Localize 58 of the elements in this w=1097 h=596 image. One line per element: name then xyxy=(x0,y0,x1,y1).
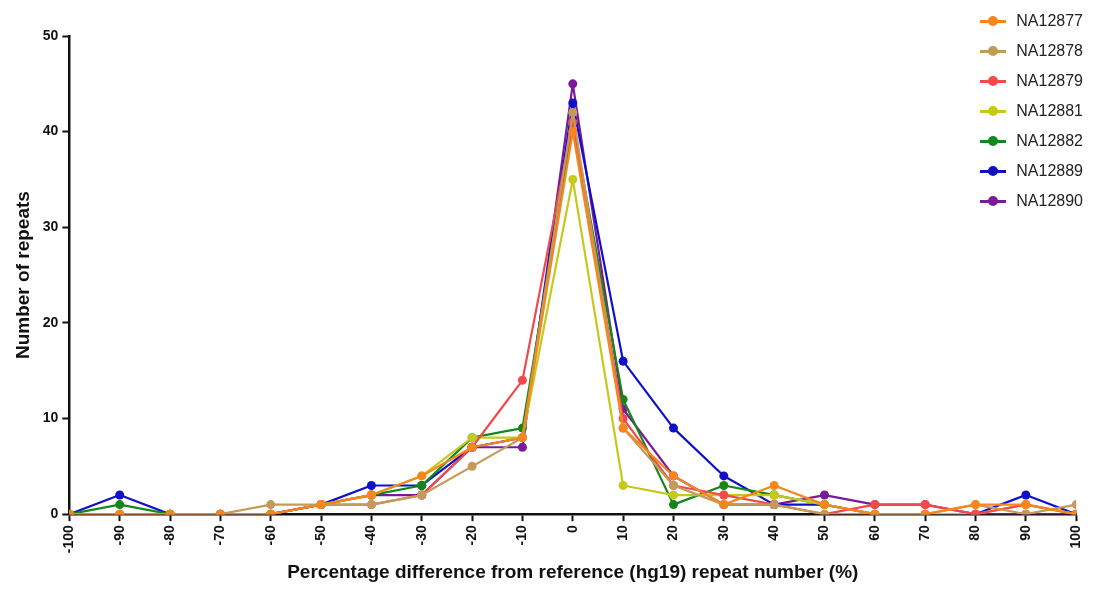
x-tick-label: 100 xyxy=(1067,524,1084,549)
point xyxy=(517,442,527,452)
x-tick-label: -50 xyxy=(311,524,328,546)
legend-label: NA12882 xyxy=(1016,132,1083,150)
x-tick-label: -80 xyxy=(160,524,177,546)
x-tick-label: -100 xyxy=(60,524,77,554)
x-tick-label: 0 xyxy=(563,524,580,533)
x-axis-title: Percentage difference from reference (hg19) repeat number (%) xyxy=(287,560,859,582)
point xyxy=(769,480,779,490)
x-tick-label: 30 xyxy=(714,524,731,541)
y-tick-label: 30 xyxy=(42,218,59,235)
point xyxy=(719,471,729,481)
y-tick-label: 50 xyxy=(42,26,59,43)
y-tick-label: 20 xyxy=(42,313,59,330)
point xyxy=(668,490,678,500)
point xyxy=(668,423,678,433)
x-tick-label: -90 xyxy=(110,524,127,546)
point xyxy=(115,490,125,500)
x-tick-label: 70 xyxy=(916,524,933,541)
point xyxy=(568,174,578,184)
point xyxy=(366,480,376,490)
legend-label: NA12877 xyxy=(1016,12,1083,30)
point xyxy=(1021,490,1031,500)
point xyxy=(517,375,527,385)
legend-label: NA12878 xyxy=(1016,42,1083,60)
point xyxy=(568,79,578,89)
x-tick-label: 10 xyxy=(613,524,630,541)
x-tick-label: 60 xyxy=(865,524,882,541)
point xyxy=(618,480,628,490)
point xyxy=(266,500,276,510)
y-tick-label: 40 xyxy=(42,122,59,139)
x-tick-label: -40 xyxy=(362,524,379,546)
y-axis-title: Number of repeats xyxy=(11,191,33,360)
point xyxy=(568,108,578,118)
x-tick-label: 90 xyxy=(1016,524,1033,541)
point xyxy=(819,490,829,500)
x-tick-label: -20 xyxy=(462,524,479,546)
point xyxy=(568,127,578,137)
legend-label: NA12890 xyxy=(1016,192,1083,210)
point xyxy=(719,480,729,490)
x-tick-label: -70 xyxy=(211,524,228,546)
point xyxy=(568,98,578,108)
y-tick-label: 0 xyxy=(50,505,59,522)
x-tick-label: 80 xyxy=(966,524,983,541)
point xyxy=(618,356,628,366)
legend-label: NA12889 xyxy=(1016,162,1083,180)
x-tick-label: 40 xyxy=(765,524,782,541)
y-tick-label: 10 xyxy=(42,409,59,426)
point xyxy=(467,461,477,471)
x-tick-label: -60 xyxy=(261,524,278,546)
legend-label: NA12881 xyxy=(1016,102,1083,120)
x-tick-label: 50 xyxy=(815,524,832,541)
x-tick-label: -10 xyxy=(513,524,530,546)
point xyxy=(115,500,125,510)
x-tick-label: -30 xyxy=(412,524,429,546)
x-tick-label: 20 xyxy=(664,524,681,541)
legend-label: NA12879 xyxy=(1016,72,1083,90)
point xyxy=(668,500,678,510)
